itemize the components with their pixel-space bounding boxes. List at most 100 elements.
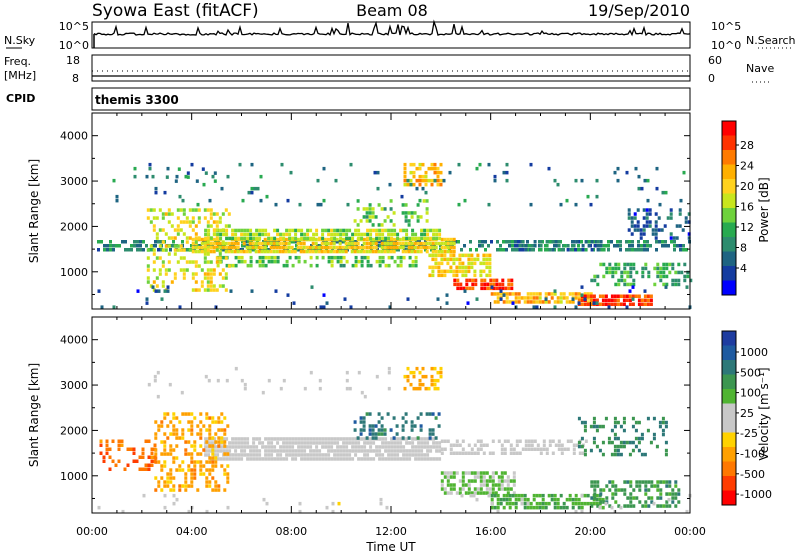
velocity-cell [147,439,151,443]
power-cell [454,240,457,244]
power-cell [351,232,355,237]
velocity-cell [518,451,522,455]
velocity-cell [211,476,215,480]
velocity-cell [175,432,179,436]
power-cell [392,245,396,250]
velocity-cell [147,382,151,387]
velocity-cell [458,491,462,495]
power-cell [322,305,326,309]
power-cell [471,282,475,287]
power-cell [649,298,653,302]
power-cell [182,232,186,236]
power-heatmap [97,162,693,309]
power-cell [599,262,603,267]
velocity-cell [464,483,468,487]
power-cell [274,244,277,248]
velocity-colorbar-tick-label: 1000 [740,346,768,359]
power-cell [145,301,149,305]
power-cell [620,270,624,275]
velocity-cell [640,452,644,457]
velocity-cell [435,445,439,449]
power-cell [269,245,273,250]
velocity-cell [279,386,283,391]
power-cell [625,248,628,252]
power-cell [429,236,433,241]
power-cell [306,236,310,241]
power-cell [307,248,310,252]
power-cell [224,245,228,250]
power-cell [370,244,373,248]
power-cell [490,240,493,244]
velocity-cell [539,451,543,455]
power-cell [451,244,454,248]
power-cell [296,237,300,242]
power-cell [285,263,289,268]
power-cell [209,260,213,264]
power-cell [287,249,291,254]
power-cell [267,259,271,264]
power-cell [112,248,115,252]
power-cell [636,220,640,224]
power-cell [424,170,428,175]
velocity-cell [255,457,259,461]
power-cell [279,236,283,241]
power-cell [223,244,226,248]
power-cell [496,296,500,300]
velocity-cell [508,493,512,498]
velocity-cell [538,505,542,510]
velocity-cell [491,439,495,443]
velocity-cell [458,451,462,455]
power-cell [467,265,471,270]
velocity-cell [586,501,590,506]
power-cell [284,245,288,250]
velocity-cell [360,457,364,461]
velocity-cell [141,451,145,455]
velocity-cell [390,449,394,453]
power-cell [176,228,180,232]
velocity-cell [436,370,440,375]
power-cell [266,241,270,246]
power-cell [281,249,285,254]
power-cell [393,228,397,233]
velocity-cell [378,453,382,457]
power-cell [628,298,632,302]
power-cell [478,162,482,167]
power-cell [167,252,171,256]
power-cell [602,262,606,267]
velocity-cell [330,449,334,453]
velocity-cell [589,501,593,506]
velocity-cell [402,453,406,457]
power-cell [349,305,353,309]
power-cell [263,241,267,246]
power-cell [443,237,447,242]
power-cell [191,228,195,232]
power-cell [661,244,664,248]
velocity-cell [629,484,633,488]
power-cell [227,224,231,228]
power-cell [436,297,440,301]
velocity-cell [120,439,124,443]
velocity-cell [348,453,352,457]
velocity-cell [154,452,158,456]
power-cell [657,228,661,232]
power-cell [580,240,583,244]
power-cell [237,255,241,260]
power-cell [266,249,270,254]
velocity-cell [226,464,230,468]
power-cell [203,248,207,252]
velocity-cell [389,428,393,432]
power-cell [428,253,432,258]
velocity-cell [309,370,313,375]
power-cell [596,248,600,252]
velocity-cell [488,487,492,491]
power-cell [245,245,249,250]
power-cell [282,232,286,237]
power-cell [659,266,663,271]
power-cell [267,232,271,237]
power-cell [298,240,301,244]
power-cell [646,178,650,183]
velocity-cell [619,505,623,510]
power-cell [410,245,414,250]
velocity-cell [181,484,185,488]
velocity-cell [204,374,208,379]
